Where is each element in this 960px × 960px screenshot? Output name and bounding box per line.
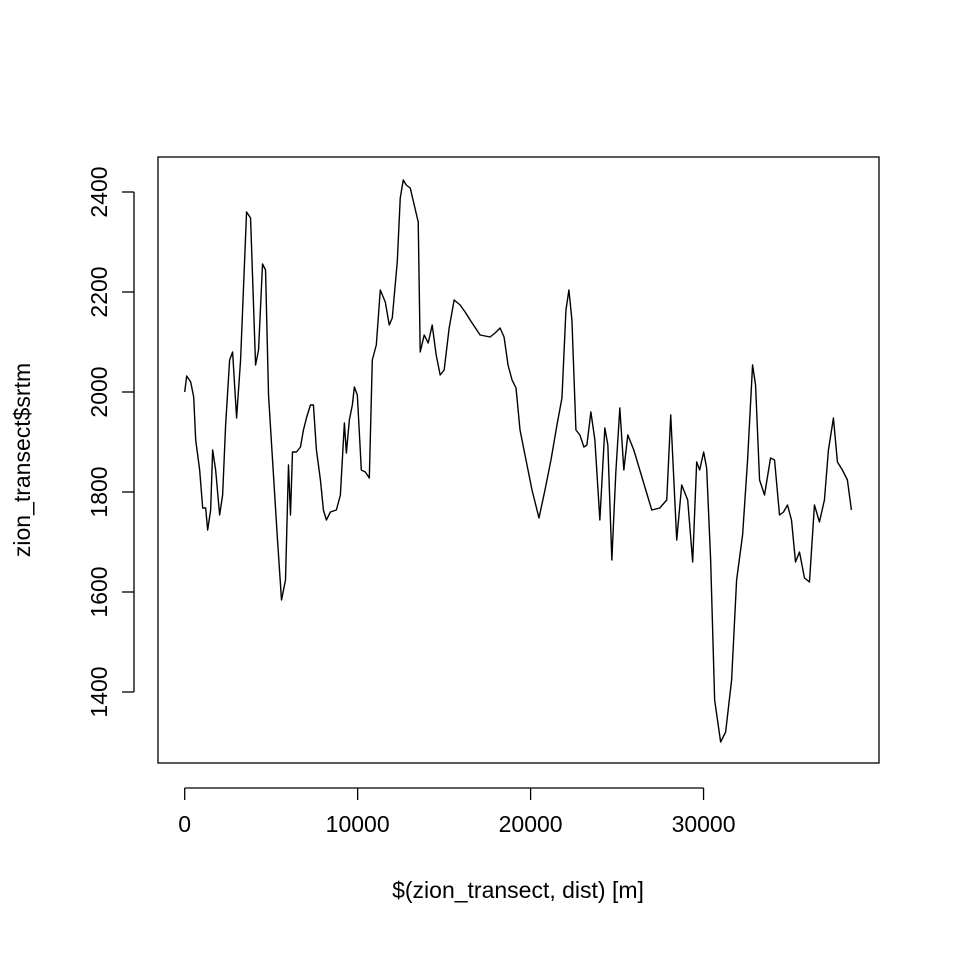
y-tick-label: 1400 [86, 666, 112, 717]
y-tick-label: 1800 [86, 466, 112, 517]
x-tick-label: 10000 [326, 811, 390, 837]
x-tick-label: 30000 [672, 811, 736, 837]
y-tick-label: 2000 [86, 366, 112, 417]
y-tick-label: 2200 [86, 266, 112, 317]
x-tick-label: 0 [178, 811, 191, 837]
y-axis-label: zion_transect$srtm [9, 363, 35, 557]
y-tick-label: 2400 [86, 166, 112, 217]
plot-frame [157, 156, 880, 764]
y-tick-label: 1600 [86, 566, 112, 617]
x-axis-label: $(zion_transect, dist) [m] [392, 877, 644, 903]
x-tick-label: 20000 [499, 811, 563, 837]
data-line [184, 179, 853, 743]
